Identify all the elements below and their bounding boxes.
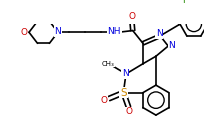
Text: O: O	[126, 107, 133, 116]
Text: N: N	[122, 69, 128, 78]
Text: NH: NH	[107, 27, 121, 36]
Text: N: N	[55, 27, 61, 36]
Text: O: O	[128, 12, 135, 21]
Text: O: O	[21, 28, 28, 37]
Text: N: N	[169, 41, 175, 50]
Text: S: S	[120, 88, 127, 98]
Text: O: O	[101, 96, 108, 105]
Text: CH₃: CH₃	[102, 61, 114, 67]
Text: N: N	[156, 29, 163, 38]
Text: F: F	[183, 0, 188, 5]
